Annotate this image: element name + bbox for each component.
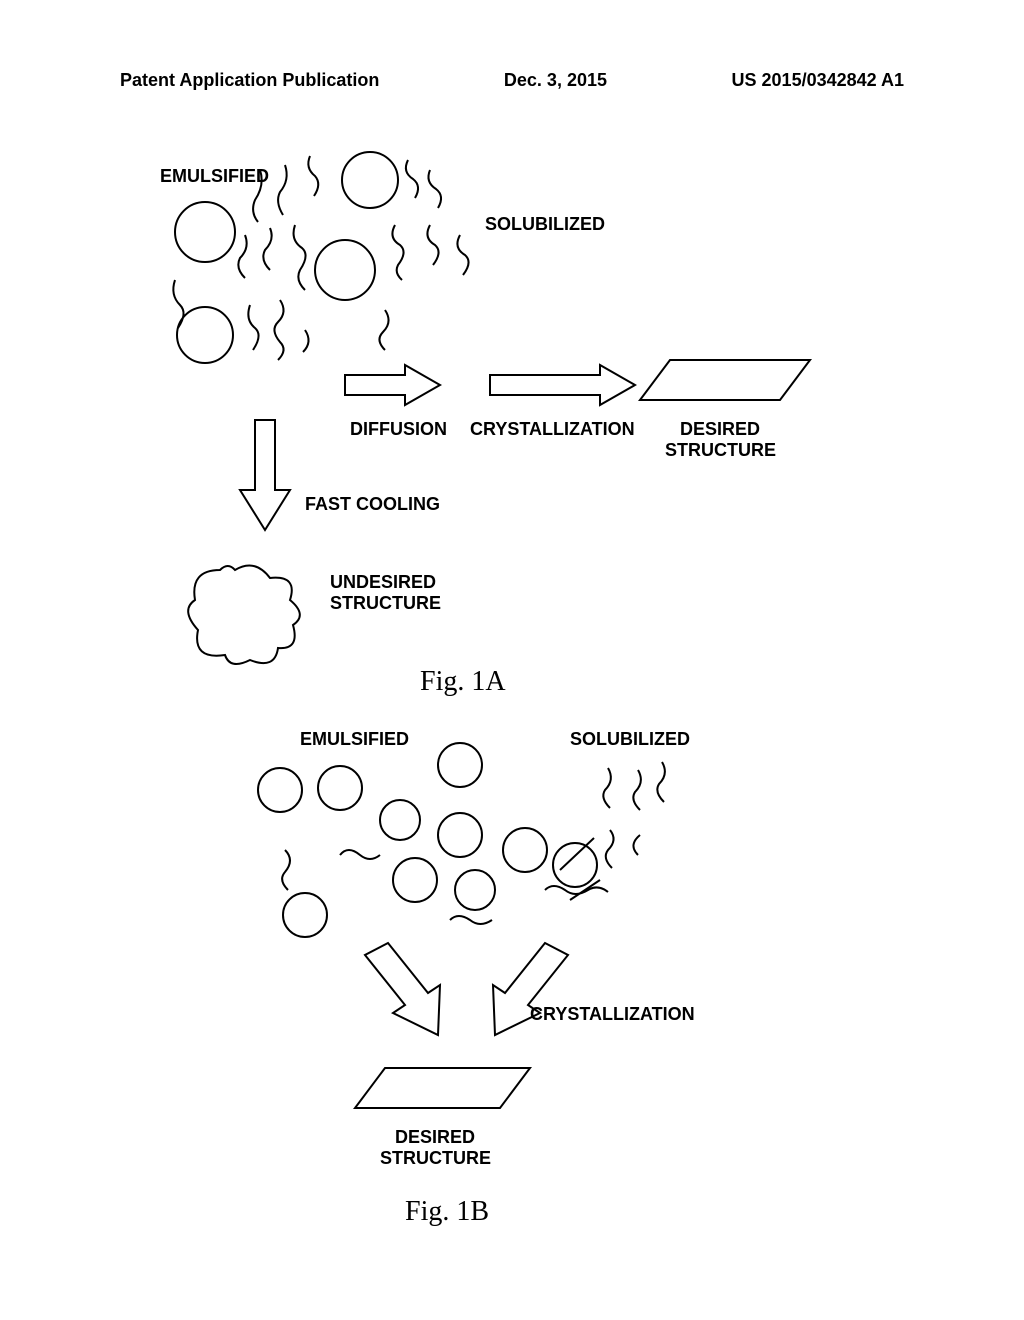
emulsified-label-1b: EMULSIFIED xyxy=(300,729,409,749)
desired-label-1a: DESIRED xyxy=(680,419,760,439)
desired-label-1b: DESIRED xyxy=(395,1127,475,1147)
main-svg: EMULSIFIED SOLUBILIZED DIFFUSION CRYSTAL… xyxy=(150,150,874,1250)
solubilized-label-1b: SOLUBILIZED xyxy=(570,729,690,749)
emulsified-cluster-1b xyxy=(258,743,495,937)
diffusion-label: DIFFUSION xyxy=(350,419,447,439)
emulsified-label-1a: EMULSIFIED xyxy=(160,166,269,186)
fast-cooling-label: FAST COOLING xyxy=(305,494,440,514)
undesired-structure xyxy=(188,566,300,665)
fig-1b: EMULSIFIED SOLUBILIZED xyxy=(258,729,695,1227)
header-center: Dec. 3, 2015 xyxy=(504,70,607,91)
undesired-label: UNDESIRED xyxy=(330,572,436,592)
solubilized-label-1a: SOLUBILIZED xyxy=(485,214,605,234)
fast-cooling-arrow xyxy=(240,420,290,530)
structure-label-1a: STRUCTURE xyxy=(665,440,776,460)
solubilized-cluster-1b xyxy=(450,762,665,924)
desired-structure-1b xyxy=(355,1068,530,1108)
crystallization-arrow-1a xyxy=(490,365,635,405)
diagram-container: EMULSIFIED SOLUBILIZED DIFFUSION CRYSTAL… xyxy=(150,150,874,1250)
header-right: US 2015/0342842 A1 xyxy=(732,70,904,91)
crystallization-label-1a: CRYSTALLIZATION xyxy=(470,419,635,439)
fig-1a-caption: Fig. 1A xyxy=(420,666,506,697)
diffusion-arrow xyxy=(345,365,440,405)
desired-structure-1a xyxy=(640,360,810,400)
page-header: Patent Application Publication Dec. 3, 2… xyxy=(0,70,1024,91)
undesired-structure-label: STRUCTURE xyxy=(330,593,441,613)
header-left: Patent Application Publication xyxy=(120,70,379,91)
structure-label-1b: STRUCTURE xyxy=(380,1148,491,1168)
fig-1a: EMULSIFIED SOLUBILIZED DIFFUSION CRYSTAL… xyxy=(160,152,810,697)
crystallization-label-1b: CRYSTALLIZATION xyxy=(530,1004,695,1024)
fig-1b-caption: Fig. 1B xyxy=(405,1196,489,1227)
